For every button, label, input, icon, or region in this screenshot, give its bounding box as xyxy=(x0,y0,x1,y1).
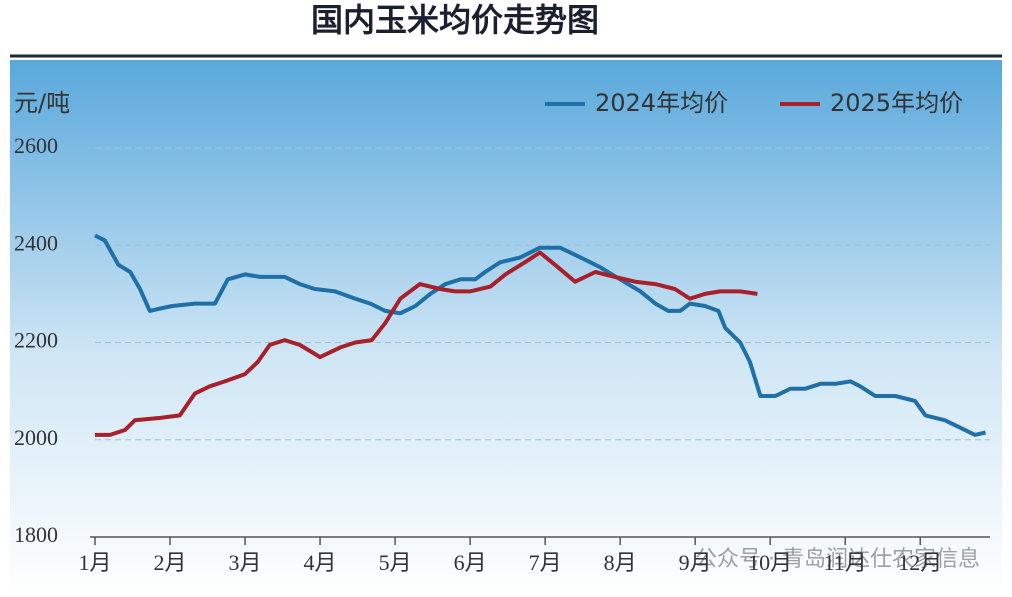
legend-label: 2024年均价 xyxy=(595,89,728,117)
x-tick-label: 2月 xyxy=(154,550,187,575)
y-axis-label: 元/吨 xyxy=(14,89,70,117)
y-tick-label: 2000 xyxy=(14,425,58,450)
x-tick-label: 11月 xyxy=(824,550,867,575)
x-tick-label: 7月 xyxy=(529,550,562,575)
series-line xyxy=(95,250,758,437)
plot-background xyxy=(10,60,1002,597)
series-line xyxy=(94,233,986,437)
y-tick-label: 2200 xyxy=(14,328,58,353)
legend: 2024年均价 2025年均价 xyxy=(545,89,963,117)
y-tick-label: 1800 xyxy=(14,522,58,547)
watermark: 公众号 · 青岛润达仕农家信息 xyxy=(695,547,980,572)
chart-title: 国内玉米均价走势图 xyxy=(311,1,599,39)
x-tick-label: 4月 xyxy=(304,550,337,575)
x-tick-label: 1月 xyxy=(78,550,111,575)
x-tick-label: 9月 xyxy=(679,550,712,575)
x-tick-label: 12月 xyxy=(898,550,942,575)
x-tick-label: 8月 xyxy=(604,550,637,575)
y-tick-label: 2400 xyxy=(14,230,58,255)
x-tick-label: 10月 xyxy=(748,550,792,575)
x-tick-label: 6月 xyxy=(454,550,487,575)
x-tick-label: 3月 xyxy=(229,550,262,575)
y-tick-label: 2600 xyxy=(14,133,58,158)
x-tick-label: 5月 xyxy=(379,550,412,575)
legend-label: 2025年均价 xyxy=(830,89,963,117)
